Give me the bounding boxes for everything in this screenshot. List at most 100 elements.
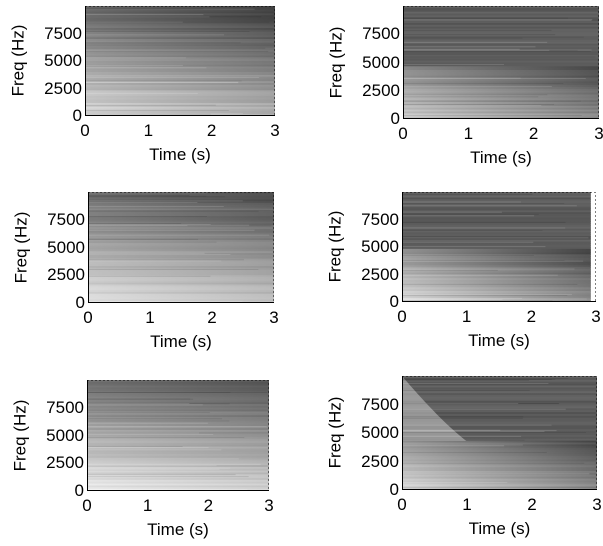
spectrogram-band (403, 6, 599, 9)
spectrogram-band (402, 423, 597, 426)
spectrogram-band (88, 221, 274, 225)
y-tick-label: 7500 (44, 23, 82, 43)
spectrogram-band (88, 253, 274, 256)
spectrogram-band (85, 77, 275, 80)
spectrogram-band (85, 88, 275, 91)
spectrogram-band (85, 7, 275, 11)
spectrogram-plot (402, 376, 597, 490)
x-tick-label: 2 (207, 308, 217, 327)
x-tick-label: 2 (206, 121, 217, 140)
spectrogram-band (87, 472, 269, 475)
spectrogram-band (402, 429, 597, 432)
y-axis-label: Freq (Hz) (10, 399, 30, 471)
spectrogram-band (403, 21, 599, 24)
y-tick-label: 0 (390, 109, 400, 128)
spectrogram-band (403, 53, 599, 56)
spectrogram-band (402, 412, 597, 415)
spectrogram-band (87, 435, 269, 438)
x-tick-label: 3 (594, 124, 603, 143)
spectrogram-band (402, 448, 597, 451)
y-tick-label: 5000 (47, 237, 85, 257)
x-tick-label: 2 (203, 496, 214, 515)
spectrogram-band (402, 243, 591, 246)
y-axis-label: Freq (Hz) (325, 210, 345, 283)
spectrogram-band (403, 70, 599, 73)
spectrogram-band (87, 441, 269, 444)
x-tick-label: 3 (269, 308, 279, 327)
spectrogram-band (87, 431, 269, 435)
spectrogram-band (88, 256, 274, 260)
spectrogram-band (85, 90, 275, 93)
spectrogram-band (402, 450, 597, 453)
spectrogram-band (88, 217, 274, 221)
spectrogram-band (402, 263, 591, 266)
spectrogram-band (402, 406, 597, 409)
spectrogram-band (402, 461, 597, 464)
spectrogram-band (87, 442, 269, 446)
spectrogram-band (88, 243, 274, 247)
spectrogram-band (88, 193, 274, 197)
spectrogram-band (87, 387, 269, 390)
spectrogram-band (87, 418, 269, 422)
spectrogram-band (88, 297, 274, 300)
spectrogram-band (85, 26, 275, 29)
spectrogram-band (402, 463, 597, 466)
spectrogram-band (87, 468, 269, 472)
x-tick-label: 0 (82, 496, 92, 515)
spectrogram-band (87, 485, 269, 488)
spectrogram-band (403, 105, 599, 109)
spectrogram-band (403, 64, 599, 67)
y-tick-label: 7500 (361, 209, 399, 229)
spectrogram-band (403, 26, 599, 30)
spectrogram-band (403, 11, 599, 15)
spectrogram-band (85, 42, 275, 46)
plot-frame (88, 192, 274, 303)
spectrogram-band (402, 484, 597, 487)
y-tick-label: 2500 (361, 451, 399, 471)
y-axis-label: Freq (Hz) (326, 26, 346, 98)
spectrogram-band (402, 296, 591, 299)
spectrogram-band (85, 70, 275, 73)
y-tick-label: 2500 (47, 265, 85, 285)
spectrogram-band (403, 86, 599, 90)
spectrogram-band (402, 377, 597, 381)
spectrogram-band (402, 414, 597, 417)
spectrogram-band (402, 383, 597, 387)
spectrogram-band (403, 49, 599, 52)
spectrogram-band (85, 55, 275, 58)
spectrogram-band (402, 287, 591, 290)
spectrogram-band (403, 102, 599, 105)
spectrogram-band (87, 428, 269, 431)
spectrogram-band (87, 396, 269, 400)
spectrogram-band (402, 261, 591, 265)
spectrogram-band (402, 398, 597, 402)
spectrogram-band (403, 58, 599, 62)
spectrogram-band (87, 411, 269, 414)
spectrogram-band (402, 239, 591, 243)
spectrogram-band (402, 391, 597, 394)
spectrogram-band (402, 258, 591, 261)
spectrogram-band (402, 415, 597, 419)
spectrogram-band (402, 387, 597, 390)
spectrogram-band (85, 68, 275, 71)
spectrogram-band (88, 293, 274, 297)
spectrogram-band (87, 391, 269, 394)
y-tick-label: 7500 (47, 209, 85, 229)
spectrogram-band (402, 193, 591, 197)
spectrogram-band (88, 284, 274, 287)
spectrogram-band (402, 467, 597, 470)
spectrogram-band (402, 434, 597, 438)
spectrogram-band (88, 223, 274, 226)
spectrogram-band (402, 400, 597, 404)
y-tick-label: 2500 (46, 453, 84, 473)
y-axis-label: Freq (Hz) (325, 396, 345, 469)
spectrogram-band (402, 276, 591, 279)
spectrogram-band (402, 482, 597, 485)
spectrogram-band (402, 199, 591, 202)
spectrogram-band (402, 270, 591, 274)
spectrogram-band (85, 86, 275, 90)
spectrogram-band (85, 101, 275, 104)
spectrogram-band (85, 11, 275, 14)
spectrogram-band (402, 469, 597, 472)
spectrogram-band (87, 474, 269, 477)
